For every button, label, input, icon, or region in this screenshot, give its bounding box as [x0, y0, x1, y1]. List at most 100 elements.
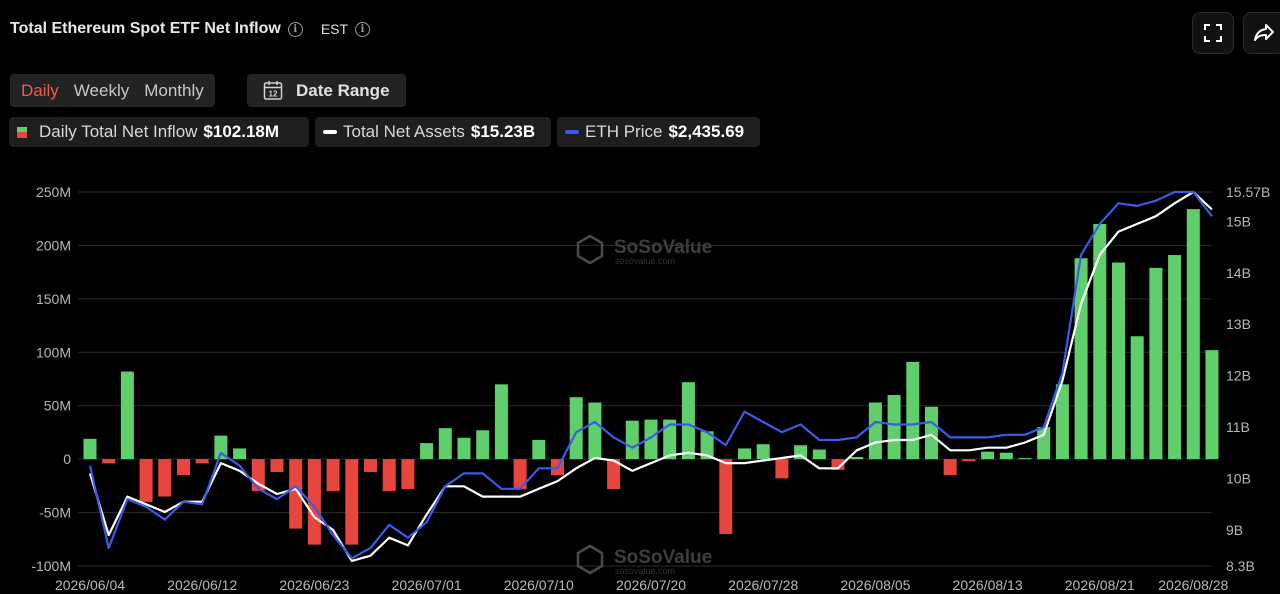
- y-right-tick-label: 9B: [1226, 522, 1243, 538]
- inflow-bar-positive: [999, 452, 1013, 460]
- inflow-bar-positive: [476, 430, 490, 460]
- legend-assets-label: Total Net Assets: [343, 122, 465, 141]
- total-net-assets-line: [88, 190, 1213, 563]
- inflow-bar-positive: [420, 443, 434, 460]
- inflow-bar-positive: [1018, 458, 1032, 460]
- x-tick-label: 2026/07/01: [392, 577, 462, 593]
- timezone-info-icon[interactable]: i: [355, 21, 371, 37]
- inflow-bar-positive: [981, 451, 995, 460]
- inflow-bar-negative: [831, 459, 845, 470]
- y-left-tick-label: 250M: [36, 184, 71, 200]
- timezone-label: EST: [320, 21, 349, 37]
- inflow-bar-positive: [588, 402, 602, 460]
- inflow-bar-positive: [1205, 350, 1219, 460]
- fullscreen-icon: [1204, 24, 1222, 42]
- x-tick-label: 2026/08/05: [840, 577, 910, 593]
- x-tick-label: 2026/08/28: [1158, 577, 1228, 593]
- watermark-name: SoSoValue: [614, 237, 712, 258]
- inflow-bar-negative: [270, 459, 284, 472]
- toggle-weekly[interactable]: Weekly: [73, 80, 130, 100]
- inflow-bar-positive: [1112, 262, 1125, 460]
- inflow-bar-positive: [494, 384, 508, 460]
- inflow-bar-positive: [1055, 384, 1069, 460]
- inflow-bar-positive: [644, 419, 658, 460]
- svg-text:12: 12: [269, 90, 278, 99]
- y-right-tick-label: 10B: [1226, 471, 1251, 487]
- inflow-bar-positive: [457, 437, 471, 460]
- y-right-tick-label: 12B: [1226, 368, 1251, 384]
- inflow-bar-positive: [569, 397, 583, 460]
- date-range-button[interactable]: 12 Date Range: [247, 74, 406, 107]
- legend-inflow[interactable]: Daily Total Net Inflow $102.18M: [9, 117, 309, 147]
- y-left-tick-label: 150M: [36, 291, 71, 307]
- inflow-bar-positive: [887, 395, 901, 460]
- y-right-tick-label: 15.57B: [1226, 184, 1270, 200]
- y-right-tick-label: 13B: [1226, 316, 1251, 332]
- inflow-bar-positive: [756, 444, 770, 460]
- inflow-bar-positive: [925, 406, 938, 460]
- inflow-bar-negative: [326, 459, 340, 492]
- calendar-icon: 12: [263, 81, 283, 100]
- legend-assets-value: $15.23B: [470, 122, 536, 141]
- inflow-bar-positive: [738, 448, 751, 460]
- y-right-tick-label: 11B: [1226, 419, 1250, 435]
- info-icon[interactable]: i: [287, 21, 303, 37]
- inflow-bar-negative: [962, 459, 976, 462]
- inflow-bar-positive: [700, 431, 714, 460]
- inflow-bar-negative: [195, 459, 209, 464]
- inflow-bar-negative: [943, 459, 957, 476]
- legend-price[interactable]: ETH Price $2,435.69: [557, 117, 760, 147]
- inflow-bar-positive: [1186, 209, 1200, 460]
- inflow-bar-negative: [775, 459, 789, 479]
- y-right-tick-label: 14B: [1226, 265, 1251, 281]
- inflow-bar-positive: [1074, 258, 1088, 460]
- inflow-bar-positive: [214, 435, 228, 460]
- watermark-name: SoSoValue: [614, 547, 712, 568]
- y-right-tick-label: 15B: [1226, 213, 1251, 229]
- inflow-bar-positive: [663, 419, 677, 460]
- inflow-bar-negative: [102, 459, 116, 464]
- toggle-daily[interactable]: Daily: [21, 80, 59, 100]
- toggle-monthly[interactable]: Monthly: [144, 80, 204, 100]
- legend-assets[interactable]: Total Net Assets $15.23B: [315, 117, 551, 147]
- price-legend-icon: [565, 130, 579, 134]
- watermark-url: sosovalue.com: [615, 256, 675, 266]
- watermark-logo-icon: [576, 544, 604, 575]
- inflow-legend-icon: [17, 126, 27, 138]
- x-tick-label: 2026/07/28: [728, 577, 798, 593]
- share-icon: [1254, 24, 1274, 41]
- inflow-bar-positive: [812, 449, 826, 460]
- x-tick-label: 2026/07/10: [504, 577, 574, 593]
- inflow-bar-positive: [868, 402, 882, 460]
- inflow-bar-positive: [233, 448, 247, 460]
- inflow-bar-positive: [1130, 336, 1144, 460]
- inflow-bar-positive: [532, 439, 546, 460]
- inflow-bar-negative: [307, 459, 321, 545]
- x-tick-label: 2026/06/23: [279, 577, 349, 593]
- interval-toggle-group: Daily Weekly Monthly: [10, 74, 215, 107]
- chart-title: Total Ethereum Spot ETF Net Inflow: [10, 20, 281, 37]
- legend-inflow-value: $102.18M: [203, 122, 280, 141]
- y-left-tick-label: 100M: [36, 344, 71, 360]
- inflow-bar-positive: [681, 382, 695, 460]
- inflow-bar-negative: [158, 459, 172, 497]
- inflow-bar-negative: [345, 459, 359, 545]
- inflow-bar-negative: [382, 459, 396, 492]
- inflow-bar-positive: [438, 428, 452, 460]
- legend-price-value: $2,435.69: [668, 122, 745, 141]
- inflow-bar-negative: [364, 459, 377, 472]
- legend-inflow-label: Daily Total Net Inflow: [39, 122, 198, 141]
- y-right-tick-label: 8.3B: [1226, 558, 1255, 574]
- inflow-bar-negative: [139, 459, 153, 502]
- legend-price-label: ETH Price: [585, 122, 663, 141]
- inflow-bar-positive: [906, 361, 920, 460]
- fullscreen-button[interactable]: [1192, 12, 1234, 54]
- x-tick-label: 2026/08/13: [953, 577, 1023, 593]
- share-button[interactable]: [1243, 12, 1280, 54]
- inflow-bar-positive: [120, 371, 134, 460]
- y-left-tick-label: 0: [63, 451, 71, 467]
- x-tick-label: 2026/07/20: [616, 577, 686, 593]
- y-left-tick-label: -100M: [31, 558, 71, 574]
- assets-legend-icon: [323, 130, 337, 134]
